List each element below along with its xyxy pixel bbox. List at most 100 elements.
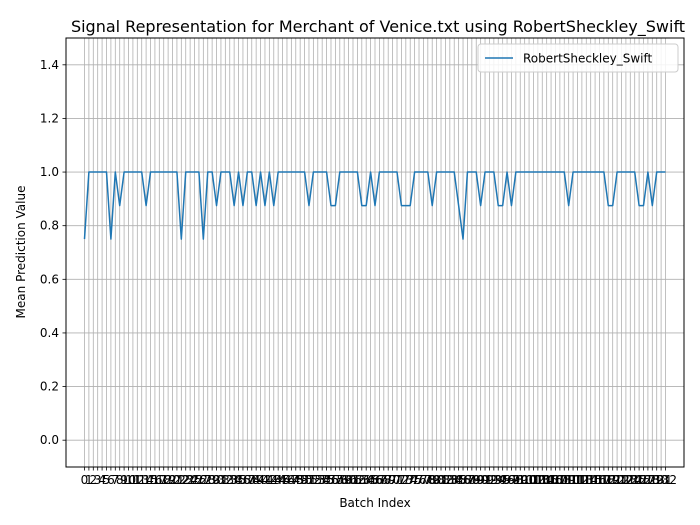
x-tick-label: 17: [152, 473, 167, 487]
x-tick-label: 36: [235, 473, 250, 487]
x-tick-label: 72: [394, 473, 409, 487]
x-tick-label: 28: [200, 473, 215, 487]
y-axis-ticks: 0.0 0.2 0.4 0.6 0.8 1.0 1.2 1.4: [40, 58, 66, 447]
x-tick-label: 23: [178, 473, 193, 487]
x-tick-label: 54: [315, 473, 330, 487]
x-tick-label: 89: [469, 473, 484, 487]
x-tick-label: 5: [103, 473, 111, 487]
x-tick-label: 104: [531, 473, 554, 487]
x-tick-label: 100: [513, 473, 536, 487]
x-tick-label: 107: [544, 473, 567, 487]
x-tick-label: 114: [575, 473, 598, 487]
x-tick-label: 22: [174, 473, 189, 487]
x-tick-label: 97: [504, 473, 519, 487]
x-tick-label: 99: [513, 473, 528, 487]
x-tick-label: 126: [628, 473, 651, 487]
x-tick-label: 91: [477, 473, 492, 487]
y-tick-label: 0.2: [40, 380, 59, 394]
x-tick-label: 110: [557, 473, 580, 487]
y-axis-label: Mean Prediction Value: [14, 186, 28, 319]
x-tick-label: 34: [227, 473, 242, 487]
x-axis-label: Batch Index: [339, 496, 410, 510]
x-tick-label: 119: [597, 473, 620, 487]
x-tick-label: 108: [548, 473, 571, 487]
x-axis-ticks: 0123456789101112131415161718192021222324…: [81, 467, 677, 487]
x-tick-label: 49: [293, 473, 308, 487]
x-tick-label: 113: [570, 473, 593, 487]
x-tick-label: 79: [425, 473, 440, 487]
x-tick-label: 9: [120, 473, 128, 487]
chart-title: Signal Representation for Merchant of Ve…: [71, 17, 685, 37]
x-tick-label: 120: [601, 473, 624, 487]
x-tick-label: 33: [222, 473, 237, 487]
x-tick-label: 30: [209, 473, 224, 487]
y-tick-label: 1.0: [40, 165, 59, 179]
x-tick-label: 121: [606, 473, 629, 487]
x-tick-label: 132: [654, 473, 677, 487]
x-tick-label: 64: [359, 473, 374, 487]
legend-entry: RobertSheckley_Swift: [523, 52, 653, 66]
x-tick-label: 39: [249, 473, 264, 487]
x-tick-label: 53: [310, 473, 325, 487]
x-tick-label: 10: [121, 473, 136, 487]
x-tick-label: 65: [363, 473, 378, 487]
legend: RobertSheckley_Swift: [477, 43, 679, 73]
x-tick-label: 66: [367, 473, 382, 487]
y-tick-label: 1.4: [40, 58, 59, 72]
x-tick-label: 46: [279, 473, 294, 487]
x-tick-label: 27: [196, 473, 211, 487]
x-tick-label: 37: [240, 473, 255, 487]
x-tick-label: 50: [297, 473, 312, 487]
x-tick-label: 85: [451, 473, 466, 487]
x-tick-label: 73: [398, 473, 413, 487]
x-tick-label: 16: [147, 473, 162, 487]
x-tick-label: 3: [94, 473, 102, 487]
x-tick-label: 69: [381, 473, 396, 487]
y-tick-label: 0.4: [40, 326, 59, 340]
x-tick-label: 127: [632, 473, 655, 487]
x-tick-label: 41: [257, 473, 272, 487]
x-tick-label: 25: [187, 473, 202, 487]
x-tick-label: 87: [460, 473, 475, 487]
x-tick-label: 19: [160, 473, 175, 487]
x-tick-label: 38: [244, 473, 259, 487]
x-tick-label: 90: [473, 473, 488, 487]
x-tick-label: 106: [540, 473, 563, 487]
x-tick-label: 77: [416, 473, 431, 487]
x-tick-label: 20: [165, 473, 180, 487]
x-tick-label: 80: [429, 473, 444, 487]
x-tick-label: 7: [111, 473, 119, 487]
x-tick-label: 12: [130, 473, 145, 487]
x-tick-label: 45: [275, 473, 290, 487]
x-tick-label: 43: [266, 473, 281, 487]
x-tick-label: 124: [619, 473, 642, 487]
x-tick-label: 11: [125, 473, 140, 487]
x-tick-label: 62: [350, 473, 365, 487]
x-tick-label: 129: [641, 473, 664, 487]
x-tick-label: 88: [464, 473, 479, 487]
x-tick-label: 44: [271, 473, 286, 487]
x-tick-label: 8: [116, 473, 124, 487]
x-tick-label: 96: [499, 473, 514, 487]
x-tick-label: 81: [433, 473, 448, 487]
x-tick-label: 115: [579, 473, 602, 487]
x-tick-label: 61: [345, 473, 360, 487]
series-layer: [83, 171, 666, 240]
x-tick-label: 94: [491, 473, 506, 487]
x-tick-label: 92: [482, 473, 497, 487]
x-tick-label: 4: [98, 473, 106, 487]
x-tick-label: 86: [455, 473, 470, 487]
x-tick-label: 70: [385, 473, 400, 487]
x-tick-label: 55: [319, 473, 334, 487]
x-tick-label: 122: [610, 473, 633, 487]
series-line: [83, 171, 666, 240]
x-tick-label: 109: [553, 473, 576, 487]
x-tick-label: 67: [372, 473, 387, 487]
y-tick-label: 0.8: [40, 219, 59, 233]
x-tick-label: 125: [623, 473, 646, 487]
x-tick-label: 98: [508, 473, 523, 487]
x-tick-label: 24: [182, 473, 197, 487]
x-tick-label: 59: [337, 473, 352, 487]
x-tick-label: 29: [204, 473, 219, 487]
